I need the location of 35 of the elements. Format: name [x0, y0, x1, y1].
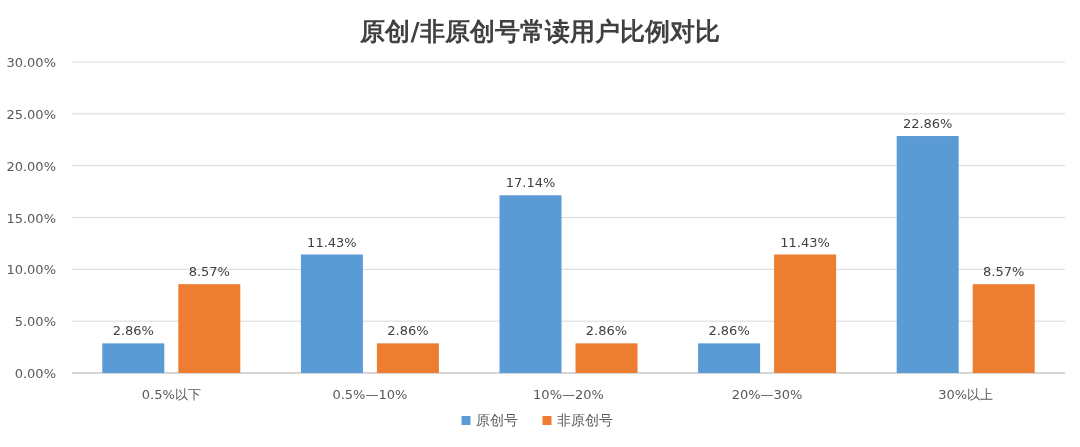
bar: [972, 284, 1035, 373]
bar: [300, 254, 363, 373]
bar: [178, 284, 241, 373]
x-tick-label: 0.5%—10%: [332, 387, 408, 402]
bar: [102, 343, 165, 373]
data-label: 8.57%: [983, 264, 1025, 280]
bar: [698, 343, 761, 373]
bar: [774, 254, 837, 373]
y-tick-label: 5.00%: [14, 314, 56, 330]
x-tick-label: 30%以上: [938, 387, 994, 402]
y-tick-label: 10.00%: [6, 262, 56, 278]
y-tick-label: 20.00%: [6, 158, 56, 174]
chart-title: 原创/非原创号常读用户比例对比: [359, 17, 720, 46]
bar: [575, 343, 638, 373]
data-label: 2.86%: [708, 323, 750, 339]
data-label: 2.86%: [387, 323, 429, 339]
data-label: 11.43%: [780, 234, 830, 250]
y-tick-label: 15.00%: [6, 210, 56, 226]
data-label: 2.86%: [112, 323, 154, 339]
bar: [376, 343, 439, 373]
y-tick-label: 30.00%: [6, 55, 56, 70]
legend-label: 原创号: [475, 412, 518, 428]
bar: [499, 195, 562, 373]
x-tick-label: 20%—30%: [731, 387, 803, 402]
data-label: 11.43%: [307, 234, 357, 250]
y-tick-label: 0.00%: [14, 366, 56, 381]
y-tick-label: 25.00%: [6, 106, 56, 122]
x-tick-label: 10%—20%: [533, 387, 604, 402]
data-label: 8.57%: [188, 264, 230, 280]
bar: [896, 136, 959, 373]
data-label: 17.14%: [505, 175, 556, 191]
x-tick-label: 0.5%以下: [141, 387, 201, 402]
data-label: 2.86%: [585, 323, 628, 339]
data-label: 22.86%: [902, 116, 953, 132]
legend-label: 非原创号: [556, 412, 613, 428]
